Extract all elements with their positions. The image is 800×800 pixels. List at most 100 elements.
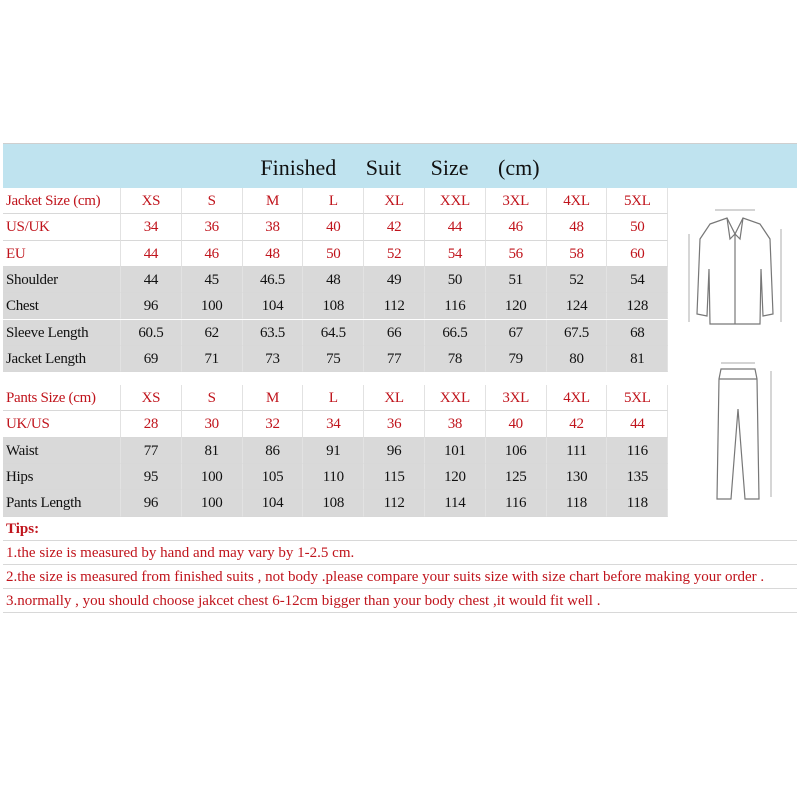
size-value: 112 xyxy=(364,293,425,320)
size-value: 69 xyxy=(121,345,182,373)
size-value: 100 xyxy=(181,293,243,320)
size-value: 48 xyxy=(242,240,304,267)
size-value: 46 xyxy=(485,214,547,241)
size-value: L xyxy=(303,385,365,412)
size-value: 80 xyxy=(546,345,608,373)
size-value: 64.5 xyxy=(303,319,365,346)
size-value: 91 xyxy=(303,437,365,464)
jacket-diagram xyxy=(688,209,782,325)
chart-title: Finished Suit Size (cm) xyxy=(3,144,797,188)
size-value: 100 xyxy=(181,490,243,517)
size-value: 36 xyxy=(364,411,425,438)
size-value: XL xyxy=(364,188,425,215)
size-value: S xyxy=(181,188,243,215)
size-value: 110 xyxy=(303,464,365,491)
tip-item: 1.the size is measured by hand and may v… xyxy=(3,541,797,565)
size-value: 135 xyxy=(607,464,669,491)
size-value: 120 xyxy=(485,293,547,320)
size-value: 5XL xyxy=(607,385,669,412)
size-value: 75 xyxy=(303,345,365,373)
size-value: 116 xyxy=(607,437,669,464)
size-value: XS xyxy=(121,385,182,412)
size-value: 118 xyxy=(607,490,669,517)
size-value: 124 xyxy=(546,293,608,320)
size-value: 32 xyxy=(242,411,304,438)
size-value: 52 xyxy=(364,240,425,267)
row-label: Jacket Size (cm) xyxy=(3,188,121,215)
size-value: 60 xyxy=(607,240,669,267)
size-value: 34 xyxy=(303,411,365,438)
size-value: 3XL xyxy=(485,385,547,412)
size-value: L xyxy=(303,188,365,215)
row-label: US/UK xyxy=(3,214,121,241)
size-value: 45 xyxy=(181,266,243,294)
size-value: 115 xyxy=(364,464,425,491)
size-value: 73 xyxy=(242,345,304,373)
size-value: 38 xyxy=(242,214,304,241)
size-value: XXL xyxy=(425,385,486,412)
size-value: 120 xyxy=(425,464,486,491)
size-value: 114 xyxy=(425,490,486,517)
size-value: 50 xyxy=(303,240,365,267)
size-value: 28 xyxy=(121,411,182,438)
size-value: 130 xyxy=(546,464,608,491)
size-value: 68 xyxy=(607,319,669,346)
size-value: 77 xyxy=(364,345,425,373)
size-value: 38 xyxy=(425,411,486,438)
size-value: 44 xyxy=(607,411,669,438)
size-value: 101 xyxy=(425,437,486,464)
size-value: 71 xyxy=(181,345,243,373)
size-value: XL xyxy=(364,385,425,412)
size-value: 62 xyxy=(181,319,243,346)
size-value: 112 xyxy=(364,490,425,517)
size-value: 108 xyxy=(303,490,365,517)
size-value: 52 xyxy=(546,266,608,294)
size-value: M xyxy=(242,188,304,215)
tips-heading: Tips: xyxy=(3,517,797,541)
size-value: 77 xyxy=(121,437,182,464)
row-label: EU xyxy=(3,240,121,267)
size-value: 125 xyxy=(485,464,547,491)
size-value: 44 xyxy=(121,266,182,294)
size-value: 36 xyxy=(181,214,243,241)
size-value: S xyxy=(181,385,243,412)
tip-item: 3.normally , you should choose jakcet ch… xyxy=(3,589,797,613)
size-value: 78 xyxy=(425,345,486,373)
size-value: 44 xyxy=(425,214,486,241)
size-value: 79 xyxy=(485,345,547,373)
size-value: 111 xyxy=(546,437,608,464)
size-value: 58 xyxy=(546,240,608,267)
size-value: M xyxy=(242,385,304,412)
size-value: 42 xyxy=(364,214,425,241)
pants-diagram xyxy=(716,362,772,500)
size-value: XS xyxy=(121,188,182,215)
size-value: 108 xyxy=(303,293,365,320)
size-value: 44 xyxy=(121,240,182,267)
size-value: 4XL xyxy=(546,188,608,215)
size-value: 67.5 xyxy=(546,319,608,346)
size-value: 46 xyxy=(181,240,243,267)
row-label: Jacket Length xyxy=(3,345,121,373)
row-label: Hips xyxy=(3,464,121,491)
size-chart: Finished Suit Size (cm) Jacket Size (cm)… xyxy=(3,143,797,613)
size-value: 63.5 xyxy=(242,319,304,346)
size-value: XXL xyxy=(425,188,486,215)
size-value: 86 xyxy=(242,437,304,464)
size-value: 96 xyxy=(121,490,182,517)
size-value: 40 xyxy=(303,214,365,241)
size-value: 5XL xyxy=(607,188,669,215)
size-value: 128 xyxy=(607,293,669,320)
row-label: UK/US xyxy=(3,411,121,438)
size-value: 56 xyxy=(485,240,547,267)
row-label: Pants Length xyxy=(3,490,121,517)
size-value: 42 xyxy=(546,411,608,438)
size-value: 51 xyxy=(485,266,547,294)
size-value: 48 xyxy=(303,266,365,294)
size-value: 66.5 xyxy=(425,319,486,346)
size-value: 106 xyxy=(485,437,547,464)
size-value: 50 xyxy=(425,266,486,294)
size-value: 104 xyxy=(242,293,304,320)
row-label: Sleeve Length xyxy=(3,319,121,346)
size-value: 54 xyxy=(425,240,486,267)
size-value: 40 xyxy=(485,411,547,438)
